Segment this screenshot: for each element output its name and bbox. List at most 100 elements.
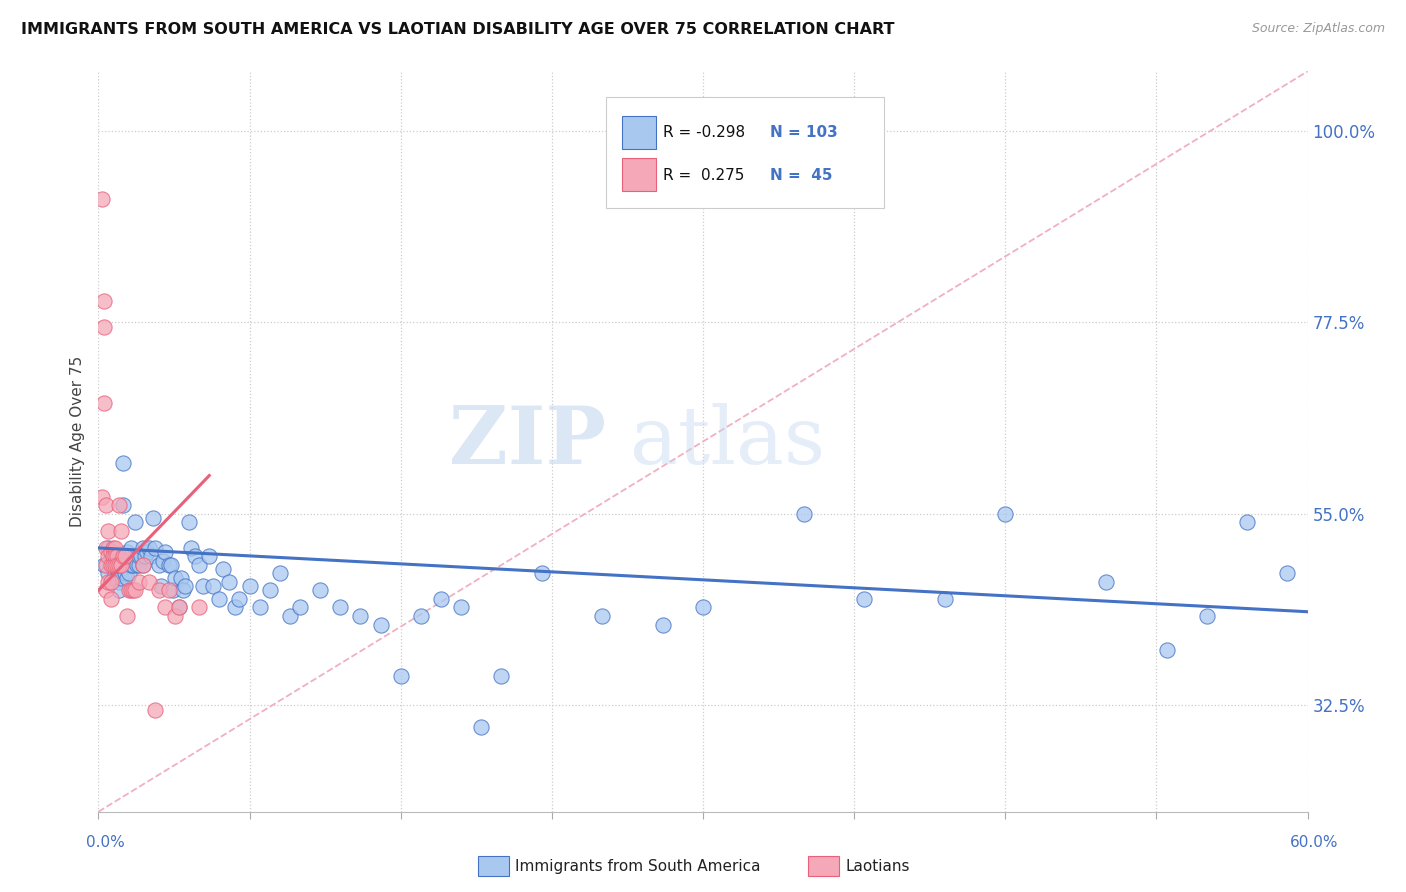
Point [115,609,138,624]
Point [124,583,146,598]
Point [105,571,128,585]
Point [167,600,190,615]
Point [91,490,114,504]
Point [91,192,114,206]
Point [148,583,170,598]
Point [107,566,129,581]
Point [125,558,148,572]
Point [278,609,301,624]
Point [132,558,155,572]
Point [157,558,180,572]
Point [101,554,124,568]
Point [107,499,129,513]
Point [97,541,120,555]
Point [96,558,118,572]
Point [692,600,714,615]
Text: Immigrants from South America: Immigrants from South America [515,859,761,873]
Point [114,566,136,581]
Point [97,566,120,581]
Y-axis label: Disability Age Over 75: Disability Age Over 75 [70,356,86,527]
Text: Source: ZipAtlas.com: Source: ZipAtlas.com [1251,22,1385,36]
Point [934,591,956,606]
Point [110,571,132,585]
Point [269,566,291,581]
Point [105,562,128,576]
Point [994,507,1017,521]
Point [409,609,432,624]
Point [120,541,142,555]
Point [1156,643,1178,657]
Point [162,583,184,598]
Point [111,558,134,572]
Point [101,541,124,555]
Point [152,554,174,568]
Point [121,583,143,598]
Point [134,549,156,564]
Point [105,549,128,564]
Point [259,583,281,598]
Point [160,558,183,572]
Point [114,549,136,564]
Text: ZIP: ZIP [450,402,606,481]
Text: Laotians: Laotians [845,859,910,873]
Point [129,549,152,564]
Point [120,583,142,598]
Point [188,600,211,615]
Point [218,574,240,589]
Point [370,617,392,632]
Point [208,591,231,606]
Point [110,558,132,572]
Point [96,541,118,555]
Text: R =  0.275: R = 0.275 [664,168,744,183]
Point [148,558,170,572]
Point [157,583,180,598]
Point [132,558,155,572]
Point [107,583,129,598]
Point [174,579,197,593]
Point [138,574,160,589]
Point [450,600,472,615]
Point [93,294,115,309]
Text: atlas: atlas [630,402,825,481]
Point [124,516,146,530]
Point [100,574,122,589]
Point [135,545,157,559]
Text: IMMIGRANTS FROM SOUTH AMERICA VS LAOTIAN DISABILITY AGE OVER 75 CORRELATION CHAR: IMMIGRANTS FROM SOUTH AMERICA VS LAOTIAN… [21,22,894,37]
Point [389,668,412,682]
Point [163,609,186,624]
Point [118,549,141,564]
FancyBboxPatch shape [606,97,884,209]
Point [100,558,122,572]
Text: R = -0.298: R = -0.298 [664,125,745,140]
Point [651,617,673,632]
Point [167,600,190,615]
Point [103,549,125,564]
Point [143,541,166,555]
Point [105,556,128,570]
FancyBboxPatch shape [621,158,655,191]
Point [1095,574,1118,589]
Point [153,545,176,559]
Point [107,558,129,572]
Point [228,591,250,606]
Point [97,574,120,589]
Point [128,549,150,564]
Point [118,583,141,598]
Point [202,579,225,593]
Point [103,559,125,574]
Point [96,583,118,598]
Point [179,516,201,530]
Point [288,600,311,615]
Point [101,558,124,572]
Point [132,541,155,555]
Point [107,558,129,572]
Point [101,545,124,559]
Point [93,558,115,572]
Point [121,558,143,572]
Point [180,541,202,555]
Point [93,396,115,410]
Point [100,591,122,606]
Point [93,319,115,334]
Point [193,579,215,593]
Point [224,600,246,615]
